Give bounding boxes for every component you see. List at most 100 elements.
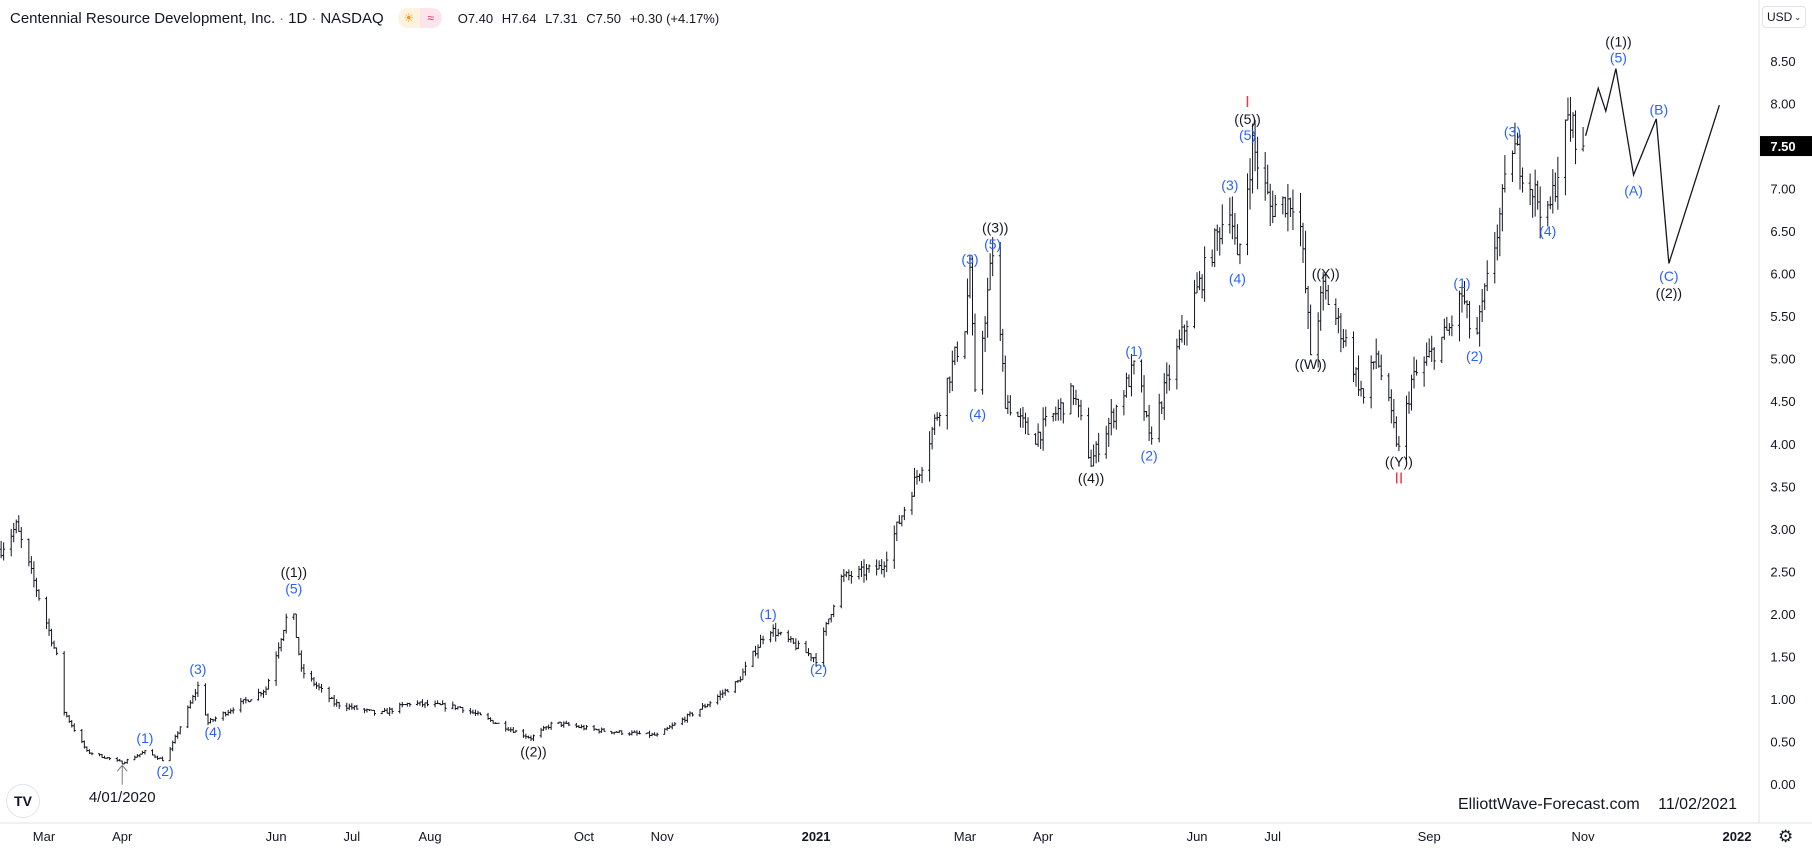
ohlc-bar (1127, 374, 1131, 388)
data-delay-icon[interactable]: ≈ (419, 8, 442, 28)
ohlc-bar (637, 730, 641, 735)
open-value: O7.40 (457, 10, 494, 26)
ohlc-bar (297, 637, 301, 656)
ohlc-bar (153, 754, 157, 759)
ohlc-bar (1044, 406, 1048, 427)
ohlc-bar (426, 699, 430, 707)
ohlc-bar (547, 724, 551, 730)
ohlc-bar (718, 690, 722, 701)
ohlc-bar (1203, 246, 1207, 302)
ohlc-bar (34, 577, 38, 597)
ohlc-bar (1167, 364, 1171, 391)
ohlc-bar (279, 638, 283, 652)
ohlc-bar (1273, 194, 1277, 218)
ohlc-bar (1114, 404, 1118, 430)
ohlc-bar (733, 681, 737, 693)
price-tick-label: 3.00 (1770, 522, 1795, 537)
gear-icon[interactable]: ⚙ (1778, 827, 1794, 846)
price-tick-label: 5.50 (1770, 309, 1795, 324)
ohlc-bar (1076, 398, 1080, 418)
ohlc-bar (1195, 272, 1199, 294)
ohlc-bar (1518, 134, 1522, 190)
ohlc-bar (249, 699, 253, 703)
separator: · (311, 9, 317, 27)
ohlc-bar (262, 689, 266, 698)
ohlc-bar (1415, 359, 1419, 376)
wave-label-minor: (4) (1539, 223, 1556, 239)
time-tick-label: Apr (112, 829, 133, 844)
wave-label-minor: (5) (285, 580, 302, 596)
ohlc-bar (582, 724, 586, 731)
ohlc-bar (779, 631, 783, 636)
ohlc-bar (317, 683, 321, 691)
time-tick-label: Jun (266, 829, 287, 844)
price-tick-label: 3.50 (1770, 479, 1795, 494)
ohlc-bar (688, 711, 692, 717)
ohlc-bar (489, 717, 493, 722)
ohlc-bar (19, 526, 23, 549)
currency-button[interactable]: USD ⌄ (1762, 6, 1806, 28)
ohlc-bar (45, 596, 49, 630)
ohlc-bar (1021, 406, 1025, 428)
wave-label-minor: (3) (1504, 124, 1521, 140)
ohlc-bar (928, 431, 932, 482)
ohlc-bar (789, 636, 793, 643)
ohlc-bar (1003, 355, 1007, 409)
ohlc-bar (670, 722, 674, 730)
watermark-date: 11/02/2021 (1658, 796, 1738, 813)
ohlc-bar (1427, 338, 1431, 358)
ohlc-bar (754, 645, 758, 657)
ohlc-bar (115, 757, 119, 762)
market-hours-icon[interactable]: ☀ (397, 8, 420, 28)
ohlc-bar (1445, 316, 1449, 331)
ohlc-bar (1341, 329, 1345, 349)
price-tick-label: 0.50 (1770, 734, 1795, 749)
ohlc-bar (716, 694, 720, 705)
ohlc-bar (1299, 192, 1302, 247)
price-tick-label: 6.50 (1770, 224, 1795, 239)
ohlc-bar (1182, 324, 1186, 346)
ohlc-bar (743, 661, 747, 676)
ohlc-bar (1483, 283, 1487, 310)
time-tick-label: Nov (651, 829, 675, 844)
ohlc-bar (1432, 347, 1436, 370)
ohlc-bar (1041, 407, 1045, 451)
ohlc-bar (1548, 196, 1552, 210)
ohlc-bar (1568, 96, 1572, 142)
ohlc-bar (1410, 374, 1414, 411)
wave-label-major: ((W)) (1295, 356, 1327, 372)
ohlc-bar (998, 242, 1002, 341)
ohlc-bar (1389, 389, 1393, 424)
ohlc-bar (196, 681, 200, 697)
ohlc-bar (1510, 150, 1514, 183)
symbol-title[interactable]: Centennial Resource Development, Inc. (10, 9, 276, 27)
wave-label-cycle: II (1394, 471, 1403, 488)
ohlc-bar (648, 730, 652, 738)
ohlc-bar (665, 726, 669, 731)
ohlc-bar (1220, 204, 1224, 245)
tradingview-logo-icon[interactable]: TV (6, 784, 40, 818)
ohlc-bar (1142, 375, 1146, 421)
ohlc-bar (1442, 318, 1446, 340)
ohlc-bar (1001, 328, 1005, 372)
ohlc-bar (1074, 389, 1078, 406)
ohlc-bar (988, 253, 992, 291)
ohlc-bar (312, 677, 316, 687)
ohlc-bar (327, 686, 331, 703)
ohlc-bar (839, 574, 843, 609)
ohlc-bar (559, 721, 563, 727)
ohlc-bar (12, 522, 16, 543)
wave-label-minor: (3) (961, 251, 978, 267)
ohlc-bar (1566, 97, 1570, 121)
ohlc-bar (597, 728, 601, 734)
ohlc-bar (1309, 304, 1313, 356)
interval-label[interactable]: 1D (288, 9, 308, 27)
wave-label-minor: (A) (1624, 182, 1643, 198)
price-tick-label: 1.50 (1770, 649, 1795, 664)
ohlc-bar (930, 426, 934, 450)
wave-label-major: ((5)) (1234, 111, 1260, 127)
ohlc-bar (859, 561, 863, 577)
ohlc-bar (895, 521, 899, 542)
ohlc-bar (1016, 411, 1020, 418)
